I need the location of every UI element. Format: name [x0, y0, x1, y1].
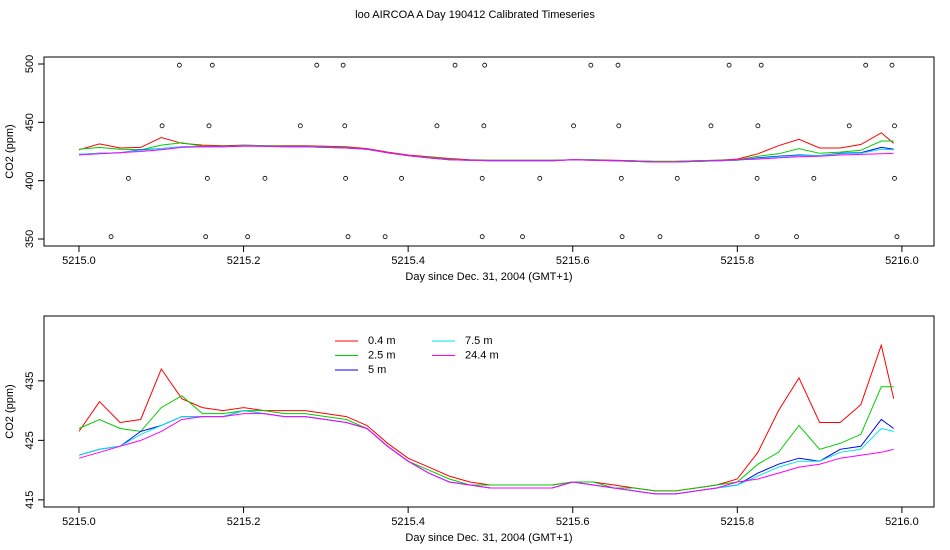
marker-point [889, 62, 895, 68]
marker-point [434, 123, 440, 129]
series-line [78, 413, 894, 495]
x-tick-label: 5215.8 [720, 516, 754, 528]
x-tick-label: 5215.0 [62, 255, 96, 267]
marker-point [537, 175, 543, 181]
series-line [78, 386, 894, 492]
marker-point [203, 234, 209, 240]
plot-frame [43, 56, 935, 247]
y-tick-label: 435 [24, 372, 36, 390]
x-tick-label: 5215.6 [556, 516, 590, 528]
marker-point [482, 62, 488, 68]
x-tick-label: 5215.8 [720, 255, 754, 267]
x-tick-label: 5216.0 [885, 255, 919, 267]
y-axis-label: CO2 (ppm) [4, 124, 16, 178]
y-axis-label: CO2 (ppm) [4, 384, 16, 438]
y-tick-label: 350 [24, 230, 36, 248]
marker-point [481, 123, 487, 129]
x-tick-label: 5215.0 [62, 516, 96, 528]
x-axis-label: Day since Dec. 31, 2004 (GMT+1) [405, 271, 572, 283]
marker-point [206, 123, 212, 129]
x-tick-label: 5215.6 [556, 255, 590, 267]
marker-point [343, 175, 349, 181]
marker-point [479, 234, 485, 240]
x-tick-label: 5215.4 [391, 255, 425, 267]
marker-point [262, 175, 268, 181]
legend-label: 24.4 m [465, 349, 499, 361]
x-axis-label: Day since Dec. 31, 2004 (GMT+1) [405, 532, 572, 544]
legend-label: 2.5 m [368, 349, 396, 361]
plot-frame [43, 315, 935, 508]
marker-point [892, 175, 897, 181]
legend-label: 0.4 m [368, 335, 396, 347]
marker-point [863, 62, 869, 68]
y-tick-label: 450 [24, 113, 36, 131]
marker-point [894, 234, 900, 240]
marker-point [758, 62, 764, 68]
marker-point [616, 123, 622, 129]
marker-point [159, 123, 165, 129]
marker-point [571, 123, 576, 129]
marker-point [520, 234, 525, 240]
marker-point [755, 123, 761, 129]
x-tick-label: 5215.4 [391, 516, 425, 528]
marker-point [314, 62, 320, 68]
marker-point [452, 62, 458, 68]
marker-point [726, 62, 732, 68]
series-line [78, 410, 894, 495]
marker-point [674, 175, 680, 181]
marker-point [708, 123, 714, 129]
marker-point [754, 175, 760, 181]
y-tick-label: 400 [24, 171, 36, 189]
marker-point [846, 123, 852, 129]
marker-point [794, 234, 799, 240]
x-tick-label: 5215.2 [227, 255, 261, 267]
series-line [78, 343, 895, 492]
marker-point [345, 234, 351, 240]
marker-point [125, 175, 131, 181]
marker-point [204, 175, 210, 181]
legend-label: 7.5 m [465, 335, 493, 347]
x-tick-label: 5215.2 [227, 516, 261, 528]
marker-point [754, 234, 760, 240]
marker-point [892, 123, 897, 129]
marker-point [657, 234, 663, 240]
marker-point [811, 175, 817, 181]
marker-point [615, 62, 621, 68]
marker-point [618, 175, 624, 181]
marker-point [382, 234, 388, 240]
x-tick-label: 5216.0 [885, 516, 919, 528]
marker-point [209, 62, 215, 68]
legend-label: 5 m [368, 364, 386, 376]
marker-point [340, 62, 346, 68]
series-line [78, 145, 894, 163]
marker-point [588, 62, 594, 68]
y-tick-label: 425 [24, 431, 36, 449]
marker-point [479, 175, 485, 181]
marker-point [176, 62, 182, 68]
marker-point [342, 123, 348, 129]
marker-point [399, 175, 404, 181]
y-tick-label: 415 [24, 491, 36, 509]
y-tick-label: 500 [24, 55, 36, 73]
marker-point [619, 234, 625, 240]
series-line [78, 410, 894, 495]
marker-point [245, 234, 251, 240]
marker-point [108, 234, 114, 240]
marker-point [297, 123, 303, 129]
chart-title: loo AIRCOA A Day 190412 Calibrated Times… [355, 9, 595, 21]
